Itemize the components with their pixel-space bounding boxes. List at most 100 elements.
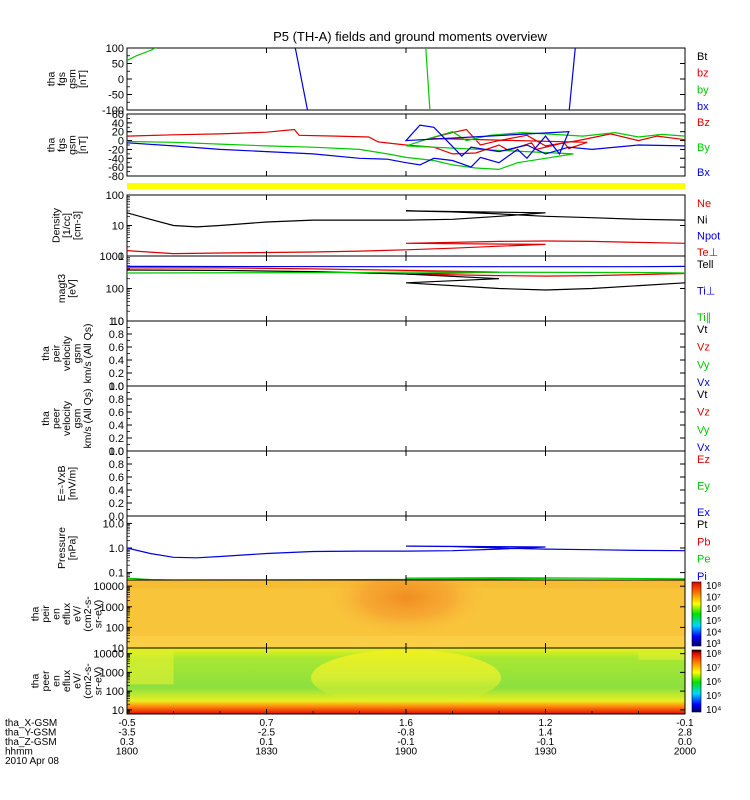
- y-axis-label-line: sr-eV): [93, 600, 105, 629]
- colorbar-label: 10⁴: [706, 627, 721, 638]
- y-tick-label: 1000: [100, 602, 124, 614]
- panel-pressure: 10.0 1.0 0.1 Pressure[nPa] Pt Pb Pe Pi: [56, 515, 710, 583]
- y-tick-label: -60: [108, 162, 124, 174]
- x-row-value: -0.5: [118, 718, 136, 729]
- y-axis-label-line: tha: [40, 346, 52, 361]
- y-tick-label: 10000: [93, 581, 124, 593]
- series-line-by: [127, 48, 157, 61]
- y-tick-label: 1000: [100, 251, 124, 263]
- y-axis-label: Pressure[nPa]: [56, 527, 79, 569]
- x-row-value: 1.6: [399, 718, 413, 729]
- legend-entry: bz: [697, 68, 709, 80]
- y-tick-label: 0.8: [109, 459, 124, 471]
- x-row-value: 1900: [395, 747, 418, 758]
- y-tick-label: 0.1: [109, 568, 124, 580]
- legend-entry: Ni: [697, 214, 707, 226]
- legend-entry: Vy: [697, 424, 710, 436]
- y-tick-label: 60: [112, 109, 124, 121]
- legend-entry: Ne: [697, 198, 711, 210]
- colorbar-label: 10⁷: [706, 593, 721, 604]
- x-row-label: tha_Z-GSM: [5, 737, 57, 748]
- y-tick-label: 0.0: [109, 446, 124, 458]
- spectrogram-left-region: [127, 651, 174, 685]
- y-tick-label: 100: [106, 686, 124, 698]
- y-axis-label-line: [nT]: [77, 136, 89, 154]
- legend-entry: Vx: [697, 442, 710, 454]
- y-axis-label: E=-VxB[mV/m]: [56, 466, 79, 502]
- legend-entry: Vy: [697, 359, 710, 371]
- series-line-Pi: [127, 545, 685, 559]
- legend-entry: Pe: [697, 554, 710, 566]
- y-axis-label-line: tha: [45, 72, 57, 87]
- y-tick-label: 0.8: [109, 329, 124, 341]
- legend-entry: Pb: [697, 536, 710, 548]
- y-axis-label-line: [eV]: [66, 279, 78, 298]
- colorbar-label: 10⁶: [706, 677, 721, 688]
- panel-frame: [126, 320, 686, 387]
- y-axis-label-line: [1/cc]: [61, 213, 73, 238]
- x-row-label: tha_X-GSM: [5, 718, 57, 729]
- y-axis-label-line: (cm2-s-: [82, 596, 94, 632]
- x-row-value: 0.7: [260, 718, 274, 729]
- y-tick-label: 1.0: [109, 381, 124, 393]
- panel-peer_velocity: 1.00.80.60.40.20.0thapeervelocitygsmkm/s…: [40, 381, 710, 458]
- y-tick-label: 0.6: [109, 407, 124, 419]
- y-tick-label: 10: [112, 705, 124, 717]
- x-row-value: 0.1: [260, 737, 274, 748]
- legend-entry: Ez: [697, 454, 710, 466]
- y-tick-label: 0.6: [109, 472, 124, 484]
- y-tick-label: 0.2: [109, 498, 124, 510]
- series-group: [127, 124, 685, 171]
- colorbar-label: 10⁴: [706, 705, 721, 716]
- y-tick-label: 100: [106, 43, 124, 55]
- x-row-value: 2000: [674, 747, 697, 758]
- panel-density: 100 10 1 Density[1/cc][cm-3] Ne Ni Npot Te⊥: [51, 190, 721, 263]
- y-tick-label: 0.6: [109, 342, 124, 354]
- y-axis-label-line: gsm: [72, 408, 84, 428]
- legend-entry: Vt: [697, 389, 707, 401]
- y-axis-label-line: km/s (All Qs): [82, 388, 94, 448]
- panel-temperature: 1000 100 10 magt3[eV] Tell Ti⊥ Ti∥: [56, 251, 716, 328]
- panel-peir_velocity: 1.00.80.60.40.20.0thapeirvelocitygsmkm/s…: [40, 316, 710, 393]
- spectrogram-peak: [316, 580, 496, 648]
- y-tick-label: 100: [106, 284, 124, 296]
- x-row-value: -2.5: [258, 728, 276, 739]
- legend-entry: Bx: [697, 167, 710, 179]
- panel-frame: [126, 515, 686, 581]
- spectrogram-central-region: [311, 649, 501, 706]
- series-group: [127, 265, 685, 291]
- yellow-flag-bar: [127, 183, 685, 189]
- colorbar: [691, 649, 702, 713]
- x-row-value: 1.2: [539, 718, 553, 729]
- series-line-by: [425, 48, 431, 110]
- y-tick-label: 0: [118, 74, 124, 86]
- x-row-label: tha_Y-GSM: [5, 728, 56, 739]
- series-line-Bx: [127, 124, 685, 168]
- legend-entry: Vx: [697, 377, 710, 389]
- series-line-Ne: [127, 240, 685, 255]
- series-line-Ni: [127, 210, 685, 228]
- legend-entry: Npot: [697, 231, 720, 243]
- y-axis-label-line: tha: [40, 411, 52, 426]
- y-axis-label-line: Density: [51, 207, 63, 243]
- legend-entry: Vz: [697, 342, 710, 354]
- series-line-Bz: [127, 128, 685, 155]
- colorbar-label: 10⁷: [706, 663, 721, 674]
- legend-entry: by: [697, 84, 709, 96]
- y-tick-label: -80: [108, 171, 124, 183]
- panel-peer_eflux: 10⁸ 10⁷ 10⁶ 10⁵ 10⁴ 10000 1000 100 10 thapeerenef…: [30, 647, 721, 717]
- series-line-bx: [568, 48, 576, 110]
- y-axis-label-line: E=-VxB: [56, 466, 68, 502]
- legend-entry: Te⊥: [697, 247, 718, 259]
- y-tick-label: 10.0: [103, 518, 124, 530]
- y-tick-label: 1000: [100, 667, 124, 679]
- y-tick-label: 1.0: [109, 316, 124, 328]
- y-axis-label-line: tha: [45, 138, 57, 153]
- y-axis-label-line: magt3: [56, 274, 68, 303]
- panel-frame: [126, 450, 686, 517]
